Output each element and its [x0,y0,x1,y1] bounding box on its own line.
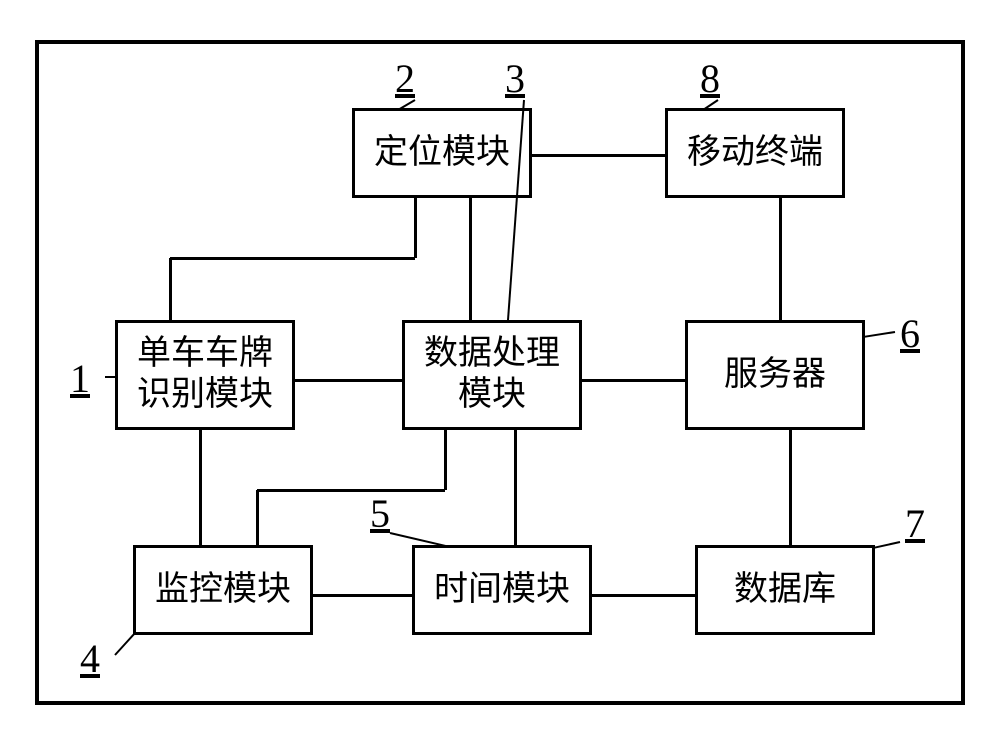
connector [199,430,202,545]
node-n6: 服务器 [685,320,865,430]
label-n2: 2 [395,55,415,102]
connector [789,430,792,545]
connector [295,379,402,382]
connector [514,430,517,545]
connector [444,430,447,490]
connector [257,489,445,492]
system-diagram: 定位模块 移动终端单车车牌 识别模块数据处理 模块服务器监控模块 时间模块 数据库 2 3… [0,0,1000,745]
connector [313,594,412,597]
node-n7: 数据库 [695,545,875,635]
connector [469,198,472,320]
connector [592,594,695,597]
node-n3: 数据处理 模块 [402,320,582,430]
connector [169,258,172,320]
connector [414,198,417,258]
label-n4: 4 [80,635,100,682]
connector [170,257,415,260]
label-n8: 8 [700,55,720,102]
connector [779,198,782,320]
node-n4: 监控模块 [133,545,313,635]
label-n6: 6 [900,310,920,357]
connector [256,490,259,545]
label-n3: 3 [505,55,525,102]
connector [532,154,665,157]
label-n5: 5 [370,490,390,537]
node-n8: 移动终端 [665,108,845,198]
node-n5: 时间模块 [412,545,592,635]
leader-line [105,376,117,378]
node-n1: 单车车牌 识别模块 [115,320,295,430]
connector [582,379,685,382]
label-n7: 7 [905,500,925,547]
label-n1: 1 [70,355,90,402]
node-n2: 定位模块 [352,108,532,198]
